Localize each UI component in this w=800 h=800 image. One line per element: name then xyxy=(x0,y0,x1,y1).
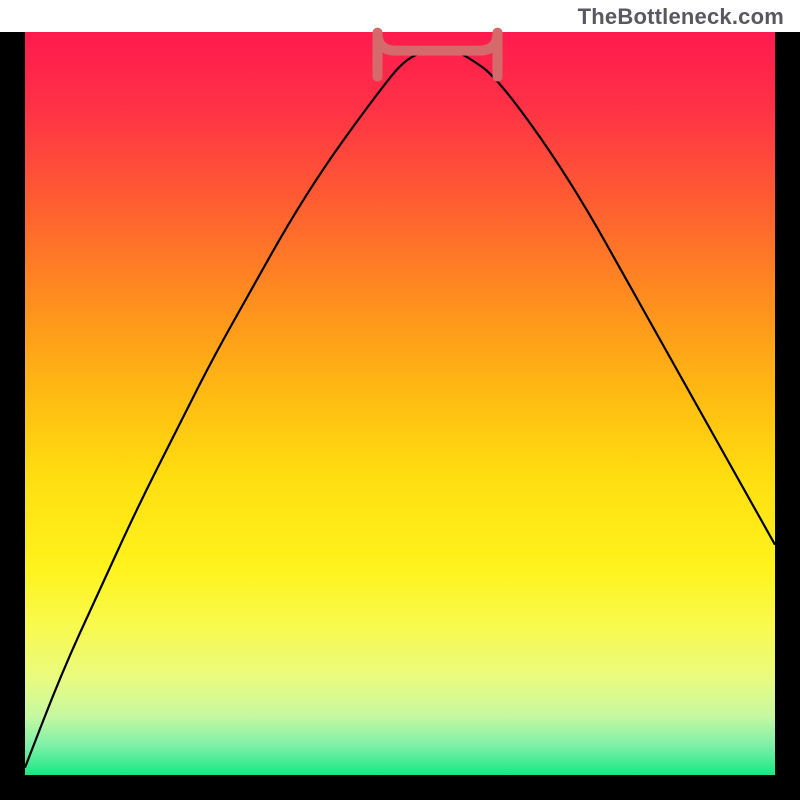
frame-left xyxy=(0,32,25,800)
bottleneck-chart: TheBottleneck.com xyxy=(0,0,800,800)
plot-background xyxy=(25,32,775,775)
frame-right xyxy=(775,32,800,800)
watermark-text: TheBottleneck.com xyxy=(578,4,784,30)
chart-svg xyxy=(0,0,800,800)
frame-bottom xyxy=(0,775,800,800)
